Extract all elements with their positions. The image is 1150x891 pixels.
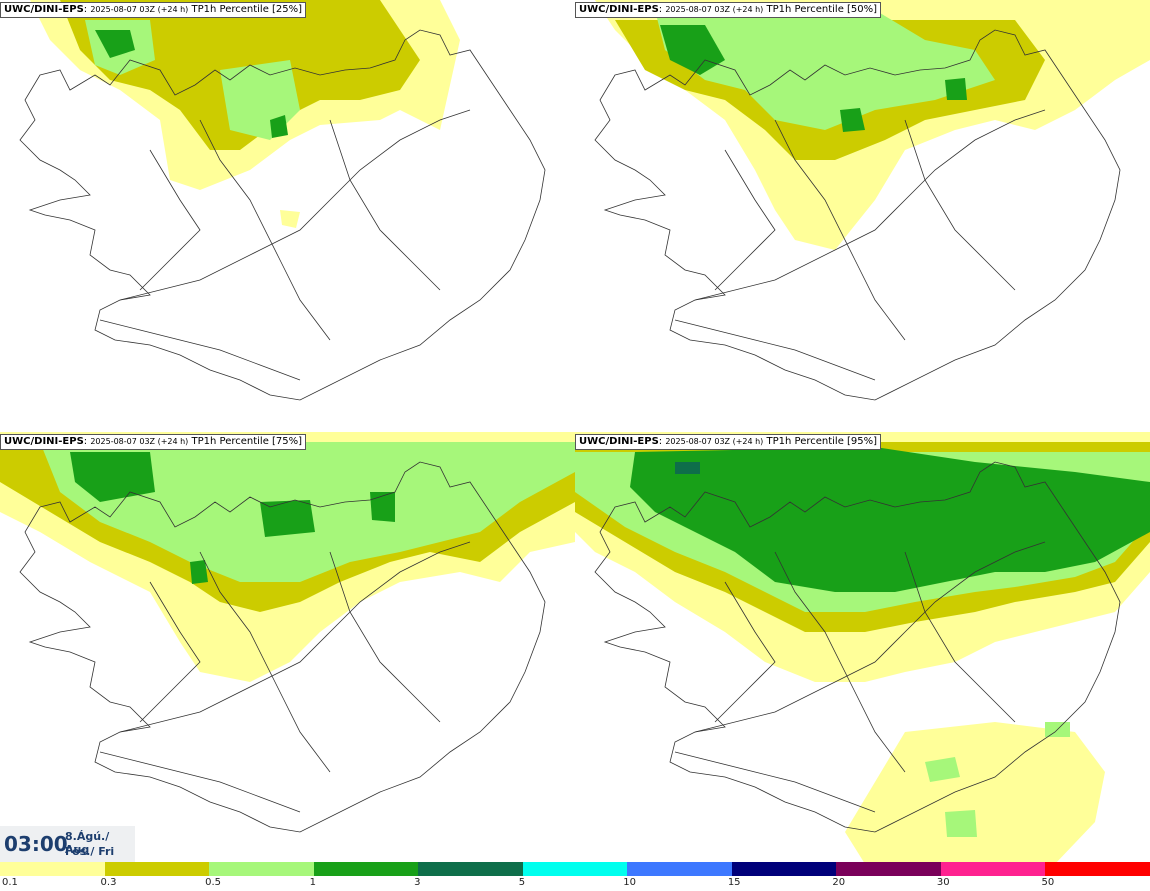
panel-title: UWC/DINI-EPS: 2025-08-07 03Z (+24 h) TP1… — [0, 2, 307, 18]
legend-swatch — [627, 862, 733, 876]
legend-label: 10 — [623, 877, 636, 888]
legend-label: 20 — [832, 877, 846, 888]
panel-title: UWC/DINI-EPS: 2025-08-07 03Z (+24 h) TP1… — [0, 434, 307, 450]
legend-label: 30 — [936, 877, 950, 888]
precip-map-p50 — [594, 0, 1150, 401]
legend-label: 0.3 — [100, 877, 117, 888]
map-panel-p75: UWC/DINI-EPS: 2025-08-07 03Z (+24 h) TP1… — [0, 432, 575, 864]
panel-title: UWC/DINI-EPS: 2025-08-07 03Z (+24 h) TP1… — [575, 2, 882, 18]
legend-swatch — [313, 862, 419, 876]
precip-map-p75 — [0, 432, 575, 833]
legend-swatch — [1045, 862, 1150, 876]
map-panel-p25: UWC/DINI-EPS: 2025-08-07 03Z (+24 h) TP1… — [0, 0, 575, 432]
legend-label: 5 — [518, 877, 526, 888]
legend-label: 1 — [309, 877, 316, 888]
legend-label: 50 — [1041, 877, 1055, 888]
legend-swatch — [209, 862, 315, 876]
valid-time-box: 03:00 8.Ágú./ Aug Fös./ Fri — [0, 826, 135, 862]
legend-swatch — [522, 862, 628, 876]
legend-label: 15 — [727, 877, 741, 888]
map-panel-p95: UWC/DINI-EPS: 2025-08-07 03Z (+24 h) TP1… — [575, 432, 1150, 864]
precip-map-p95 — [575, 432, 1150, 864]
legend-swatch — [836, 862, 942, 876]
valid-date: 8.Ágú./ Aug — [65, 830, 110, 856]
legend-swatch — [0, 862, 106, 876]
legend-swatch — [104, 862, 210, 876]
legend-label: 0.5 — [205, 877, 221, 888]
legend-swatch — [940, 862, 1046, 876]
legend-swatch — [418, 862, 524, 876]
legend-label: 0.1 — [2, 877, 18, 888]
panel-title: UWC/DINI-EPS: 2025-08-07 03Z (+24 h) TP1… — [575, 434, 882, 450]
valid-time: 03:00 — [4, 832, 68, 856]
legend-swatch — [731, 862, 837, 876]
precip-legend: 0.1 0.3 0.5 1 3 5 10 15 20 30 50 — [0, 862, 1150, 891]
legend-label: 3 — [414, 877, 421, 888]
precip-map-p25 — [19, 0, 546, 401]
valid-day: Fös./ Fri — [65, 845, 115, 858]
map-panel-p50: UWC/DINI-EPS: 2025-08-07 03Z (+24 h) TP1… — [575, 0, 1150, 432]
